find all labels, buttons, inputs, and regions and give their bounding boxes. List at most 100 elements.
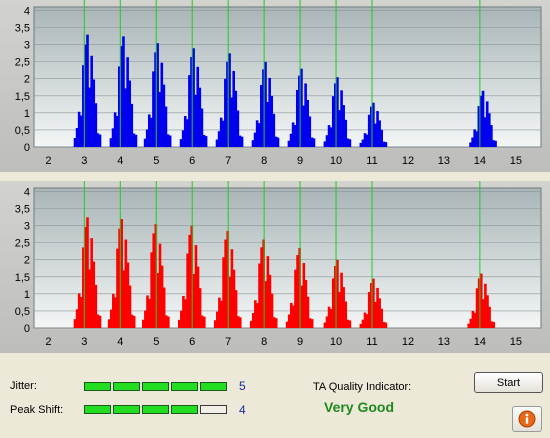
top-histogram-chart: 0 0,5 1 1,5 2 2,5 3 3,5 4 2 3 4 5 6 7 8 9 10 11 12 13 14 15: [15, 0, 542, 167]
histogram-bar: [73, 319, 77, 328]
histogram-bar: [329, 308, 333, 328]
histogram-bar: [475, 131, 479, 147]
histogram-bar: [296, 255, 299, 328]
histogram-bar: [285, 321, 289, 328]
y-tick-label: 2,5: [15, 57, 30, 69]
info-button[interactable]: [512, 406, 542, 432]
histogram-bar: [490, 321, 493, 328]
histogram-bar: [469, 142, 472, 147]
histogram-bar: [369, 283, 373, 328]
histogram-bar: [376, 111, 379, 147]
histogram-bar: [323, 322, 327, 328]
histogram-bar: [483, 117, 487, 147]
histogram-bar: [492, 321, 496, 328]
histogram-bar: [306, 296, 310, 328]
histogram-bar: [384, 142, 388, 147]
y-tick-label: 3,5: [15, 203, 30, 215]
histogram-bar: [228, 276, 232, 328]
y-tick-label: 0: [24, 142, 30, 154]
histogram-bar: [477, 278, 481, 328]
y-tick-label: 3: [24, 40, 30, 52]
x-tick-label: 3: [81, 155, 87, 167]
x-tick-label: 13: [438, 155, 450, 167]
histogram-bar: [118, 228, 121, 328]
histogram-bar: [109, 138, 113, 147]
histogram-bar: [365, 314, 369, 328]
histogram-bar: [336, 77, 339, 147]
x-tick-label: 2: [45, 336, 51, 348]
histogram-bar: [340, 90, 343, 147]
histogram-bar: [270, 293, 274, 328]
histogram-bar: [471, 137, 474, 147]
start-button[interactable]: Start: [474, 372, 543, 393]
histogram-bar: [471, 310, 475, 328]
histogram-bar: [112, 293, 115, 328]
y-tick-label: 3,5: [15, 22, 30, 34]
histogram-bar: [202, 316, 206, 328]
peak-shift-meter: [84, 405, 227, 414]
histogram-bar: [238, 317, 242, 328]
histogram-bar: [367, 114, 371, 147]
x-tick-label: 10: [330, 336, 342, 348]
histogram-bar: [384, 322, 388, 328]
histogram-bar: [220, 300, 223, 328]
histogram-bar: [198, 87, 202, 147]
y-tick-label: 4: [24, 186, 30, 198]
histogram-bar: [86, 34, 89, 148]
histogram-bar: [310, 137, 314, 147]
histogram-bar: [188, 234, 191, 328]
histogram-bar: [257, 123, 261, 147]
panel-divider: [0, 172, 550, 181]
histogram-bar: [217, 131, 221, 147]
histogram-bar: [342, 105, 345, 147]
histogram-bar: [98, 315, 102, 328]
histogram-bar: [194, 94, 197, 147]
histogram-bar: [75, 309, 79, 328]
histogram-bar: [488, 306, 491, 328]
ta-quality-label: TA Quality Indicator:: [313, 381, 412, 393]
histogram-bar: [128, 80, 132, 147]
histogram-bar: [164, 315, 168, 328]
histogram-bar: [184, 299, 187, 328]
histogram-bar: [260, 247, 263, 328]
x-tick-label: 4: [117, 336, 123, 348]
histogram-bar: [376, 287, 379, 328]
histogram-bar: [236, 110, 240, 147]
histogram-bar: [109, 309, 113, 328]
histogram-bar: [90, 55, 93, 147]
histogram-bar: [92, 261, 96, 328]
histogram-bar: [274, 318, 278, 328]
histogram-bar: [298, 75, 301, 147]
histogram-bar: [213, 320, 217, 328]
x-tick-label: 8: [261, 336, 267, 348]
histogram-bar: [96, 314, 100, 328]
histogram-bar: [179, 139, 183, 147]
histogram-bar: [228, 53, 231, 147]
histogram-bar: [116, 248, 119, 328]
histogram-bar: [374, 301, 377, 328]
histogram-bar: [114, 297, 117, 328]
jitter-meter: [84, 382, 227, 391]
histogram-bar: [126, 57, 129, 148]
x-tick-label: 7: [225, 336, 231, 348]
histogram-bar: [292, 305, 295, 328]
histogram-bar: [92, 79, 96, 147]
histogram-bar: [494, 140, 497, 147]
info-icon: [518, 410, 536, 428]
histogram-bar: [475, 288, 479, 328]
histogram-bar: [473, 312, 477, 328]
histogram-bar: [160, 265, 164, 328]
histogram-bar: [344, 119, 348, 147]
histogram-bar: [348, 139, 352, 147]
histogram-bar: [289, 133, 293, 147]
histogram-bar: [224, 78, 227, 147]
histogram-bar: [162, 84, 166, 147]
histogram-bar: [144, 310, 147, 328]
histogram-bar: [308, 116, 312, 147]
jitter-meter-segment: [113, 382, 140, 391]
histogram-bar: [293, 125, 297, 147]
plot-area: [33, 6, 542, 148]
peak-shift-meter-segment: [142, 405, 169, 414]
histogram-bar: [268, 77, 271, 147]
y-tick-label: 1,5: [15, 91, 30, 103]
